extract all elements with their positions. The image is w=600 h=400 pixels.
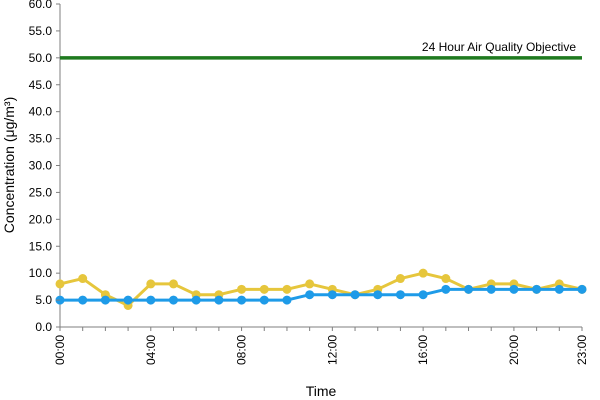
series-1-point [259, 284, 269, 294]
x-tick-label: 23:00 [575, 335, 589, 365]
series-2-point [237, 295, 247, 305]
x-tick-label: 00:00 [53, 335, 67, 365]
series-1-point [168, 279, 178, 289]
y-tick-label: 25.0 [29, 185, 53, 199]
reference-line-label: 24 Hour Air Quality Objective [422, 40, 576, 54]
series-2-point [259, 295, 269, 305]
series-1-point [418, 268, 428, 278]
series-2-point [282, 295, 292, 305]
x-tick-label: 04:00 [144, 335, 158, 365]
series-1-point [78, 274, 88, 284]
series-2-point [168, 295, 178, 305]
x-tick-label: 08:00 [235, 335, 249, 365]
y-tick-label: 0.0 [35, 320, 52, 334]
series-1-point [282, 284, 292, 294]
series-2-point [305, 290, 315, 300]
x-tick-label: 12:00 [325, 335, 339, 365]
y-tick-label: 50.0 [29, 51, 53, 65]
series-2-point [418, 290, 428, 300]
y-tick-label: 35.0 [29, 132, 53, 146]
series-1-point [395, 274, 405, 284]
series-2-point [441, 284, 451, 294]
x-tick-label: 16:00 [416, 335, 430, 365]
y-tick-label: 60.0 [29, 0, 53, 11]
series-1-point [305, 279, 315, 289]
x-tick-label: 20:00 [507, 335, 521, 365]
series-2-point [509, 284, 519, 294]
series-2-point [327, 290, 337, 300]
series-2-point [78, 295, 88, 305]
y-tick-label: 30.0 [29, 159, 53, 173]
series-2-point [350, 290, 360, 300]
series-2-point [532, 284, 542, 294]
y-tick-label: 45.0 [29, 78, 53, 92]
y-tick-label: 10.0 [29, 266, 53, 280]
x-axis-title: Time [306, 383, 337, 399]
series-2-point [577, 284, 587, 294]
series-2-point [486, 284, 496, 294]
y-tick-label: 15.0 [29, 239, 53, 253]
series-2-point [146, 295, 156, 305]
y-tick-label: 20.0 [29, 212, 53, 226]
series-2-point [123, 295, 133, 305]
series-2-point [214, 295, 224, 305]
y-tick-label: 55.0 [29, 24, 53, 38]
y-tick-label: 40.0 [29, 105, 53, 119]
y-axis-title: Concentration (μg/m³) [1, 97, 17, 233]
series-2-point [373, 290, 383, 300]
y-tick-label: 5.0 [35, 293, 52, 307]
series-2-point [191, 295, 201, 305]
series-1-point [441, 274, 451, 284]
series-group [55, 268, 587, 310]
series-2-point [100, 295, 110, 305]
series-1-point [146, 279, 156, 289]
reference-line-group: 24 Hour Air Quality Objective [60, 40, 582, 60]
series-2-point [554, 284, 564, 294]
series-2-point [464, 284, 474, 294]
x-tick-labels: 00:00 04:00 08:00 12:00 16:00 20:00 23:00 [53, 327, 589, 365]
series-2-point [395, 290, 405, 300]
series-1-point [55, 279, 65, 289]
series-2 [55, 284, 587, 305]
series-1-point [237, 284, 247, 294]
y-tick-labels: 0.0 5.0 10.0 15.0 20.0 25.0 30.0 35.0 40.0 45.0 50… [29, 0, 60, 334]
